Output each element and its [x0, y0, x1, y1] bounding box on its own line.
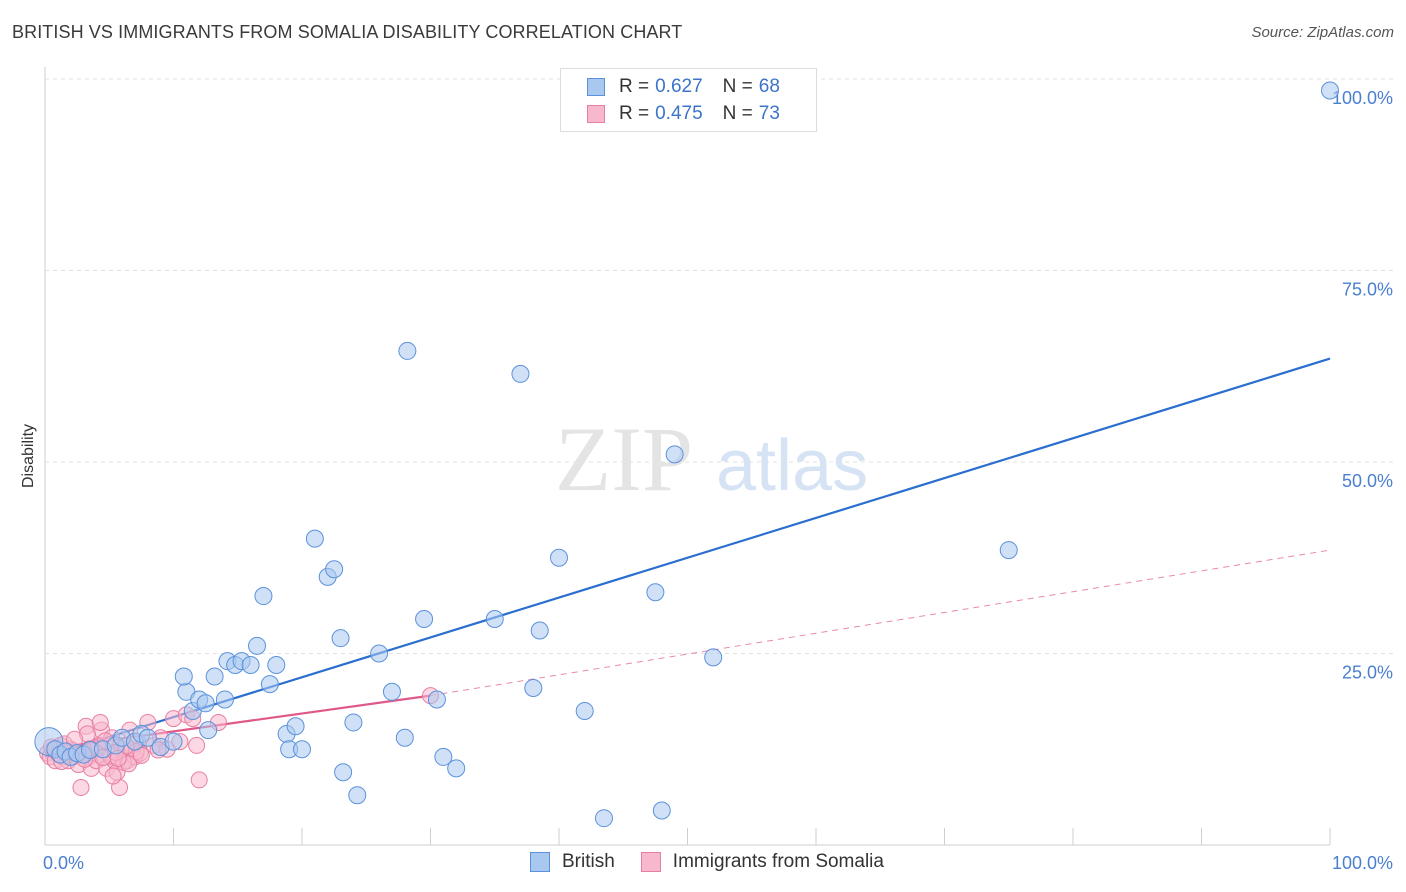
- data-point-british: [511, 364, 530, 383]
- y-axis-label: Disability: [20, 424, 37, 488]
- data-point-british: [530, 621, 549, 640]
- data-point-british: [325, 560, 344, 579]
- source-label: Source: ZipAtlas.com: [1251, 24, 1394, 41]
- data-point-british: [434, 747, 453, 766]
- watermark: ZIP atlas: [555, 408, 868, 510]
- watermark-atlas: atlas: [716, 426, 868, 506]
- data-point-british: [199, 721, 218, 740]
- trend-somalia: [44, 549, 1331, 751]
- british-swatch: [530, 852, 550, 872]
- r-label: R =: [619, 76, 650, 97]
- legend-item-somalia: Immigrants from Somalia: [640, 851, 884, 873]
- data-point-british: [344, 713, 363, 732]
- r-value: 0.475: [655, 103, 703, 124]
- axes: [44, 67, 1331, 846]
- data-point-british: [415, 610, 434, 629]
- data-point-british: [286, 717, 305, 736]
- legend-item-british: British: [530, 851, 615, 873]
- data-point-british: [215, 690, 234, 709]
- data-point-british: [999, 541, 1018, 560]
- n-label: N =: [722, 103, 753, 124]
- r-label: R =: [619, 103, 650, 124]
- data-point-british: [524, 678, 543, 697]
- r-value: 0.627: [655, 76, 703, 97]
- data-point-british: [267, 655, 286, 674]
- y-tick-label: 100.0%: [1332, 88, 1393, 108]
- data-point-british: [665, 445, 684, 464]
- y-tick-label: 75.0%: [1342, 280, 1393, 300]
- n-label: N =: [722, 76, 753, 97]
- data-point-somalia: [188, 736, 206, 754]
- data-point-british: [594, 809, 613, 828]
- data-point-british: [205, 667, 224, 686]
- data-point-somalia: [91, 713, 109, 731]
- x-tick-label: 0.0%: [43, 853, 84, 873]
- legend-label-british: British: [562, 851, 615, 872]
- legend-row-british: R = 0.627 N = 68: [587, 75, 780, 99]
- y-tick-label: 25.0%: [1342, 663, 1393, 683]
- trend-british: [44, 357, 1331, 758]
- data-point-british: [704, 648, 723, 667]
- data-point-somalia: [190, 771, 208, 789]
- data-point-british: [196, 694, 215, 713]
- british-swatch: [587, 78, 605, 96]
- chart-title: BRITISH VS IMMIGRANTS FROM SOMALIA DISAB…: [12, 22, 683, 42]
- data-point-british: [652, 801, 671, 820]
- data-point-british: [293, 740, 311, 759]
- data-point-british: [260, 675, 279, 694]
- data-point-british: [138, 728, 157, 747]
- data-point-british: [241, 655, 260, 674]
- stats-legend: R = 0.627 N = 68 R = 0.475 N = 73: [560, 68, 817, 132]
- data-point-british: [646, 583, 665, 602]
- legend-label-somalia: Immigrants from Somalia: [672, 851, 884, 872]
- data-point-british: [248, 636, 267, 655]
- points-british: [34, 81, 1339, 828]
- trend-line-british: [44, 357, 1331, 758]
- data-point-british: [447, 759, 466, 778]
- data-point-british: [398, 341, 417, 360]
- data-point-british: [334, 763, 353, 782]
- data-point-british: [1321, 81, 1339, 100]
- data-point-british: [174, 667, 193, 686]
- x-tick-label: 100.0%: [1332, 853, 1393, 873]
- data-point-british: [305, 529, 324, 548]
- data-point-somalia: [72, 779, 90, 797]
- gridlines: [45, 78, 1395, 654]
- data-point-british: [550, 548, 568, 567]
- somalia-swatch: [587, 105, 605, 123]
- data-point-british: [575, 701, 594, 720]
- data-point-british: [382, 682, 401, 701]
- trend-line-somalia-projection: [430, 549, 1331, 697]
- n-value: 68: [758, 76, 780, 97]
- data-point-somalia: [104, 767, 122, 785]
- data-point-british: [164, 732, 183, 751]
- ticks: 25.0% 50.0% 75.0% 100.0% 0.0% 100.0%: [43, 88, 1393, 873]
- data-point-british: [395, 728, 414, 747]
- y-tick-label: 50.0%: [1342, 471, 1393, 491]
- n-value: 73: [758, 103, 780, 124]
- data-point-british: [348, 786, 367, 805]
- series-legend: British Immigrants from Somalia: [530, 851, 910, 873]
- data-point-british: [485, 610, 504, 629]
- data-point-british: [370, 644, 389, 663]
- data-point-british: [331, 629, 350, 648]
- data-point-british: [254, 587, 273, 606]
- data-point-british: [427, 690, 446, 709]
- somalia-swatch: [640, 852, 661, 872]
- legend-row-somalia: R = 0.475 N = 73: [587, 102, 780, 126]
